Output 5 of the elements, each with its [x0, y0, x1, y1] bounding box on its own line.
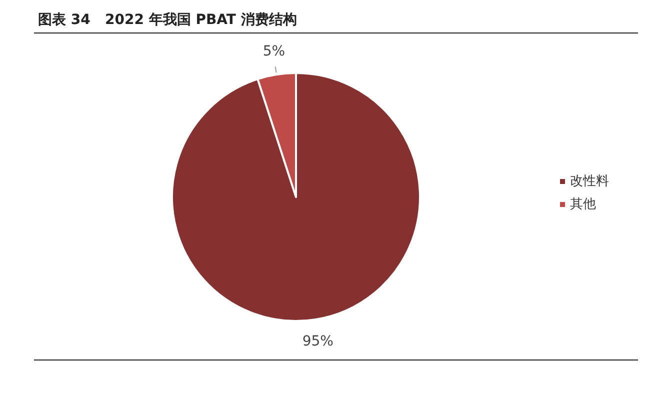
data-label: 95% — [302, 333, 334, 350]
data-label: 5% — [262, 44, 286, 60]
legend-label: 其他 — [570, 197, 596, 212]
legend-label: 改性料 — [570, 174, 609, 189]
chart-title: 图表 34 2022 年我国 PBAT 消费结构 — [38, 12, 297, 28]
